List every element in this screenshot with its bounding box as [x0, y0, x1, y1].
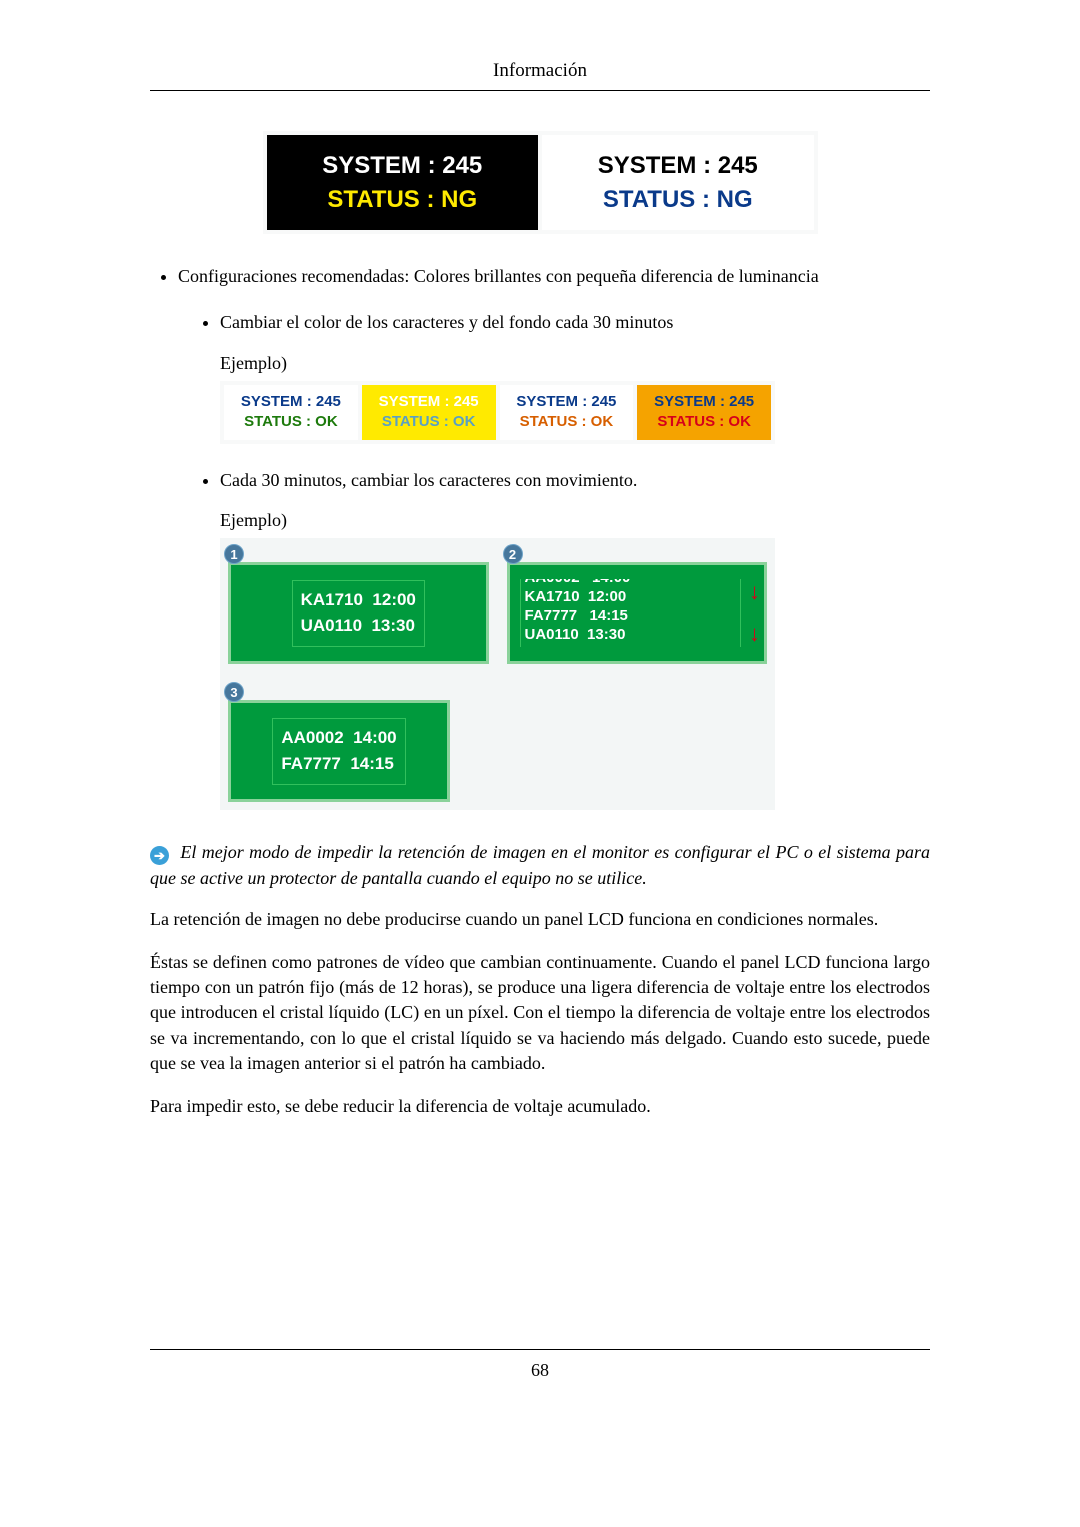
fig3-panel2-text: AA0002 14:00 KA1710 12:00 FA7777 14:15 U… — [520, 579, 742, 647]
paragraph-2: Éstas se definen como patrones de vídeo … — [150, 950, 930, 1076]
fig3-panel2-wrap: 2 AA0002 14:00 KA1710 12:00 FA7777 14:15… — [507, 548, 768, 664]
ejemplo-label-1: Ejemplo) — [220, 351, 930, 375]
fig3-panel3-text: AA0002 14:00 FA7777 14:15 — [272, 718, 405, 785]
page-number: 68 — [531, 1360, 549, 1380]
paragraph-3: Para impedir esto, se debe reducir la di… — [150, 1094, 930, 1119]
ejemplo-label-2: Ejemplo) — [220, 508, 930, 532]
fig2-line2: STATUS : OK — [520, 412, 614, 432]
fig3-panel2: AA0002 14:00 KA1710 12:00 FA7777 14:15 U… — [507, 562, 768, 664]
fig3-panel3-wrap: 3 AA0002 14:00 FA7777 14:15 — [228, 686, 450, 802]
recommendations-list: Configuraciones recomendadas: Colores br… — [150, 264, 930, 810]
fig2-line1: SYSTEM : 245 — [654, 392, 754, 412]
tip-paragraph: ➔ El mejor modo de impedir la retención … — [150, 840, 930, 890]
arrow-down-icon: ↓ — [749, 623, 760, 645]
fig2-line1: SYSTEM : 245 — [516, 392, 616, 412]
fig3-panel1: KA1710 12:00 UA0110 13:30 — [228, 562, 489, 664]
fig1-right-cell: SYSTEM : 245 STATUS : NG — [542, 135, 814, 230]
fig2-line2: STATUS : OK — [657, 412, 751, 432]
sub-bullet-2: Cada 30 minutos, cambiar los caracteres … — [220, 468, 930, 811]
fig1-left-line2: STATUS : NG — [327, 183, 477, 217]
fig2-line1: SYSTEM : 245 — [241, 392, 341, 412]
arrow-down-icon: ↓ — [749, 581, 760, 603]
fig1-right-line1: SYSTEM : 245 — [598, 149, 758, 183]
badge-1: 1 — [224, 544, 244, 564]
sub2-text: Cada 30 minutos, cambiar los caracteres … — [220, 470, 637, 490]
fig3-panel1-wrap: 1 KA1710 12:00 UA0110 13:30 — [228, 548, 489, 664]
fig3-panel1-text: KA1710 12:00 UA0110 13:30 — [292, 580, 425, 647]
fig2-cell-3: SYSTEM : 245STATUS : OK — [500, 385, 634, 440]
figure-ng-contrast: SYSTEM : 245 STATUS : NG SYSTEM : 245 ST… — [263, 131, 818, 234]
scroll-arrows: ↓ ↓ — [749, 581, 760, 645]
figure-ok-variants: SYSTEM : 245STATUS : OKSYSTEM : 245STATU… — [220, 381, 775, 444]
fig2-cell-4: SYSTEM : 245STATUS : OK — [637, 385, 771, 440]
badge-2: 2 — [503, 544, 523, 564]
tip-text: El mejor modo de impedir la retención de… — [150, 842, 930, 887]
fig3-panel3: AA0002 14:00 FA7777 14:15 — [228, 700, 450, 802]
fig1-right-line2: STATUS : NG — [603, 183, 753, 217]
fig1-left-line1: SYSTEM : 245 — [322, 149, 482, 183]
fig2-line2: STATUS : OK — [244, 412, 338, 432]
fig2-cell-2: SYSTEM : 245STATUS : OK — [362, 385, 496, 440]
fig2-cell-1: SYSTEM : 245STATUS : OK — [224, 385, 358, 440]
badge-3: 3 — [224, 682, 244, 702]
page-footer: 68 — [150, 1349, 930, 1381]
sub-bullet-1: Cambiar el color de los caracteres y del… — [220, 310, 930, 444]
paragraph-1: La retención de imagen no debe producirs… — [150, 907, 930, 932]
main-bullet: Configuraciones recomendadas: Colores br… — [178, 264, 930, 810]
page-header: Información — [150, 60, 930, 91]
fig2-line2: STATUS : OK — [382, 412, 476, 432]
main-bullet-text: Configuraciones recomendadas: Colores br… — [178, 266, 819, 286]
arrow-right-icon: ➔ — [150, 846, 169, 865]
figure-scrolling-text: 1 KA1710 12:00 UA0110 13:30 2 AA0002 14:… — [220, 538, 775, 810]
sub1-text: Cambiar el color de los caracteres y del… — [220, 312, 673, 332]
inner-list: Cambiar el color de los caracteres y del… — [178, 310, 930, 810]
fig1-left-cell: SYSTEM : 245 STATUS : NG — [267, 135, 539, 230]
fig2-line1: SYSTEM : 245 — [379, 392, 479, 412]
